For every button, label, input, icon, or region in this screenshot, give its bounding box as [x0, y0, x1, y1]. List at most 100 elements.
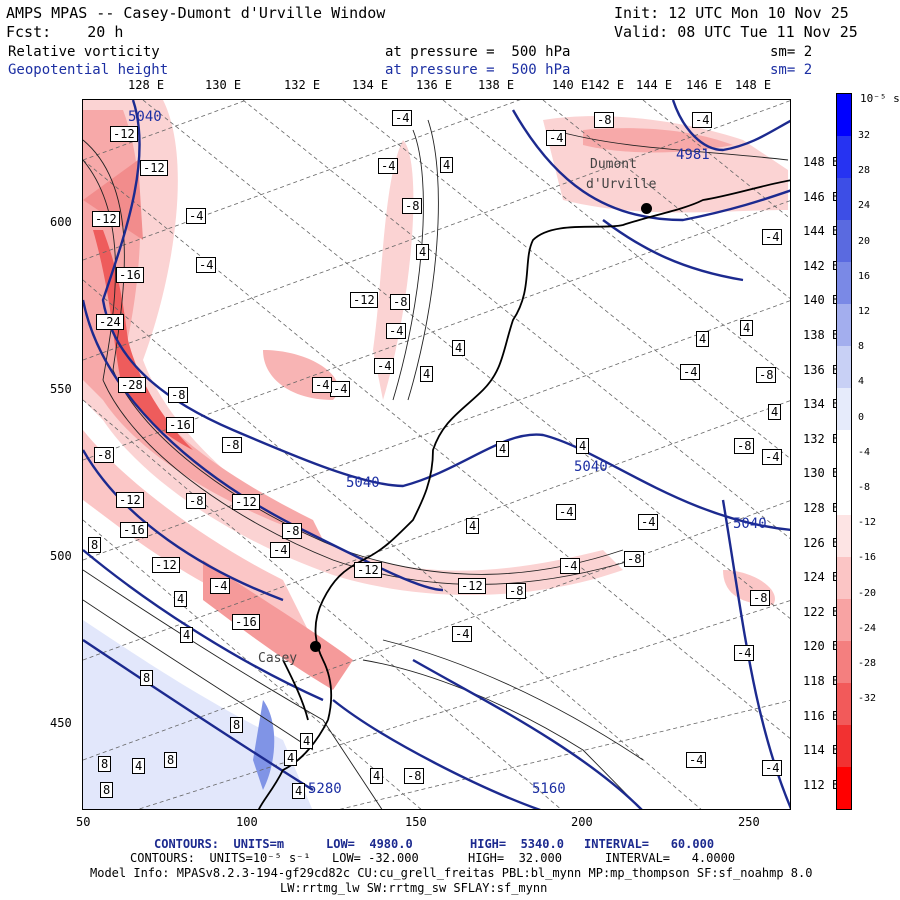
vorticity-contour-label: 4 [466, 518, 480, 534]
colorbar-segment [837, 178, 851, 221]
casey-station-label: Casey [258, 651, 298, 666]
vorticity-contour-label: -16 [232, 614, 260, 630]
right-latitude-label: 134 E [803, 397, 840, 412]
colorbar-label: 28 [858, 165, 871, 177]
right-latitude-label: 126 E [803, 535, 840, 550]
colorbar-segment [837, 556, 851, 600]
right-latitude-label: 148 E [803, 155, 840, 169]
vorticity-contour-label: -4 [734, 645, 755, 661]
vorticity-contour-label: -8 [94, 447, 115, 463]
right-latitude-label: 142 E [803, 258, 840, 273]
vorticity-contour-label: -12 [458, 578, 486, 594]
vorticity-contour-label: -4 [638, 514, 659, 530]
colorbar-label: 0 [858, 411, 865, 423]
colorbar-label: 4 [858, 376, 865, 388]
colorbar-label: -24 [858, 622, 877, 634]
colorbar-segment [837, 514, 851, 558]
vorticity-contour-label: 4 [440, 157, 454, 173]
top-longitude-label: 138 E [478, 78, 515, 92]
vorticity-contour-label: -8 [390, 294, 411, 310]
vorticity-contour-label: 4 [416, 244, 430, 260]
field2-level: at pressure = 500 hPa [385, 62, 571, 78]
right-latitude-label: 122 E [803, 604, 840, 619]
right-latitude-label: 144 E [803, 224, 840, 239]
vorticity-contour-label: -8 [282, 523, 303, 539]
right-latitude-label: 138 E [803, 328, 840, 342]
vorticity-contour-label: 4 [284, 750, 298, 766]
vorticity-contour-label: 8 [98, 756, 112, 772]
right-latitude-label: 128 E [803, 501, 840, 515]
vorticity-contour-label: -8 [750, 590, 771, 606]
right-latitude-label: 132 E [803, 431, 840, 446]
vorticity-contour-label: -8 [756, 367, 777, 383]
colorbar-label: -16 [858, 552, 877, 564]
top-longitude-label: 134 E [352, 78, 389, 92]
vorticity-contour-label: -12 [140, 160, 168, 176]
top-longitude-label: 130 E [205, 78, 242, 92]
colorbar-label: 20 [858, 235, 871, 247]
field1-level: at pressure = 500 hPa [385, 44, 571, 60]
vorticity-contour-label: -4 [762, 229, 783, 245]
colorbar-label: -20 [858, 587, 877, 599]
colorbar-label: 16 [858, 270, 871, 282]
bottom-axis-tick: 50 [76, 815, 91, 829]
map-canvas [83, 100, 790, 809]
height-contour-label: 5040 [346, 475, 380, 491]
top-longitude-label: 132 E [284, 78, 321, 92]
colorbar-segment [837, 220, 851, 263]
colorbar-segment [837, 724, 851, 768]
vorticity-contour-label: 4 [696, 331, 710, 347]
vorticity-contour-label: 4 [370, 768, 384, 784]
colorbar-label: 8 [858, 341, 865, 353]
vorticity-contour-label: -12 [232, 494, 260, 510]
colorbar-segment [837, 262, 851, 305]
left-axis-tick: 500 [50, 549, 72, 563]
vorticity-contour-label: -12 [354, 562, 382, 578]
colorbar-segment [837, 682, 851, 726]
model-info: Model Info: MPASv8.2.3-194-gf29cd82c CU:… [90, 866, 813, 880]
map-title: AMPS MPAS -- Casey-Dumont d'Urville Wind… [6, 4, 386, 22]
vorticity-contour-label: 8 [88, 537, 102, 553]
top-longitude-label: 146 E [686, 78, 723, 92]
vorticity-contour-label: 4 [420, 366, 434, 382]
colorbar-segment [837, 346, 851, 389]
vorticity-contour-label: -8 [402, 198, 423, 214]
vorticity-contour-label: -12 [116, 492, 144, 508]
vorticity-contour-label: 4 [300, 733, 314, 749]
colorbar [836, 93, 852, 810]
right-latitude-label: 146 E [803, 189, 840, 204]
top-longitude-label: 136 E [416, 78, 453, 92]
colorbar-label: -8 [858, 482, 871, 493]
height-contour-label: 5280 [308, 781, 342, 797]
casey-station-marker [310, 641, 321, 652]
vorticity-contour-label: 4 [180, 627, 194, 643]
vorticity-contour-label: -16 [166, 417, 194, 433]
contours1-interval: INTERVAL= 60.000 [584, 837, 715, 851]
colorbar-label: 12 [858, 306, 871, 317]
height-contour-label: 5040 [128, 109, 162, 125]
durville-station-label: d'Urville [586, 177, 657, 192]
right-latitude-label: 136 E [803, 362, 840, 377]
contours1-high: HIGH= 5340.0 [470, 837, 564, 851]
vorticity-contour-label: -16 [120, 522, 148, 538]
colorbar-label: -4 [858, 446, 871, 458]
left-axis-tick: 450 [50, 716, 72, 730]
vorticity-contour-label: -4 [762, 760, 783, 776]
vorticity-contour-label: -12 [350, 292, 378, 308]
vorticity-contour-label: -24 [96, 314, 124, 330]
vorticity-contour-label: 4 [174, 591, 188, 607]
right-latitude-label: 114 E [803, 743, 840, 758]
contours2-units: CONTOURS: UNITS=10⁻⁵ s⁻¹ [130, 851, 311, 865]
top-longitude-label: 148 E [735, 78, 772, 92]
vorticity-contour-label: -4 [386, 323, 407, 339]
vorticity-contour-label: -8 [506, 583, 527, 599]
height-contour-label: 4981 [676, 147, 710, 163]
forecast-hour: Fcst: 20 h [6, 23, 124, 41]
vorticity-contour-label: -4 [762, 449, 783, 465]
valid-time: Valid: 08 UTC Tue 11 Nov 25 [614, 23, 858, 41]
vorticity-contour-label: -8 [624, 551, 645, 567]
right-latitude-label: 118 E [803, 674, 840, 688]
left-axis-tick: 550 [50, 382, 72, 396]
vorticity-contour-label: -4 [692, 112, 713, 128]
colorbar-segment [837, 304, 851, 347]
